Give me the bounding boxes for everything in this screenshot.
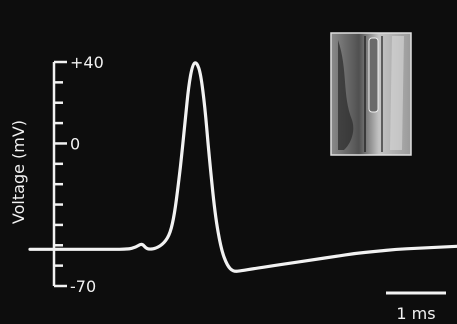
micrograph-inset bbox=[330, 32, 412, 156]
y-axis: +40 0 -70 bbox=[52, 53, 104, 296]
voltage-trace-line-0 bbox=[28, 61, 457, 273]
scale-bar-label: 1 ms bbox=[396, 304, 435, 323]
y-axis-label: Voltage (mV) bbox=[9, 120, 28, 224]
y-tick-label: +40 bbox=[70, 53, 104, 72]
y-tick-label: -70 bbox=[70, 277, 96, 296]
voltage-trace bbox=[28, 61, 457, 273]
y-tick-label: 0 bbox=[70, 134, 80, 153]
scale-bar: 1 ms bbox=[386, 291, 446, 323]
